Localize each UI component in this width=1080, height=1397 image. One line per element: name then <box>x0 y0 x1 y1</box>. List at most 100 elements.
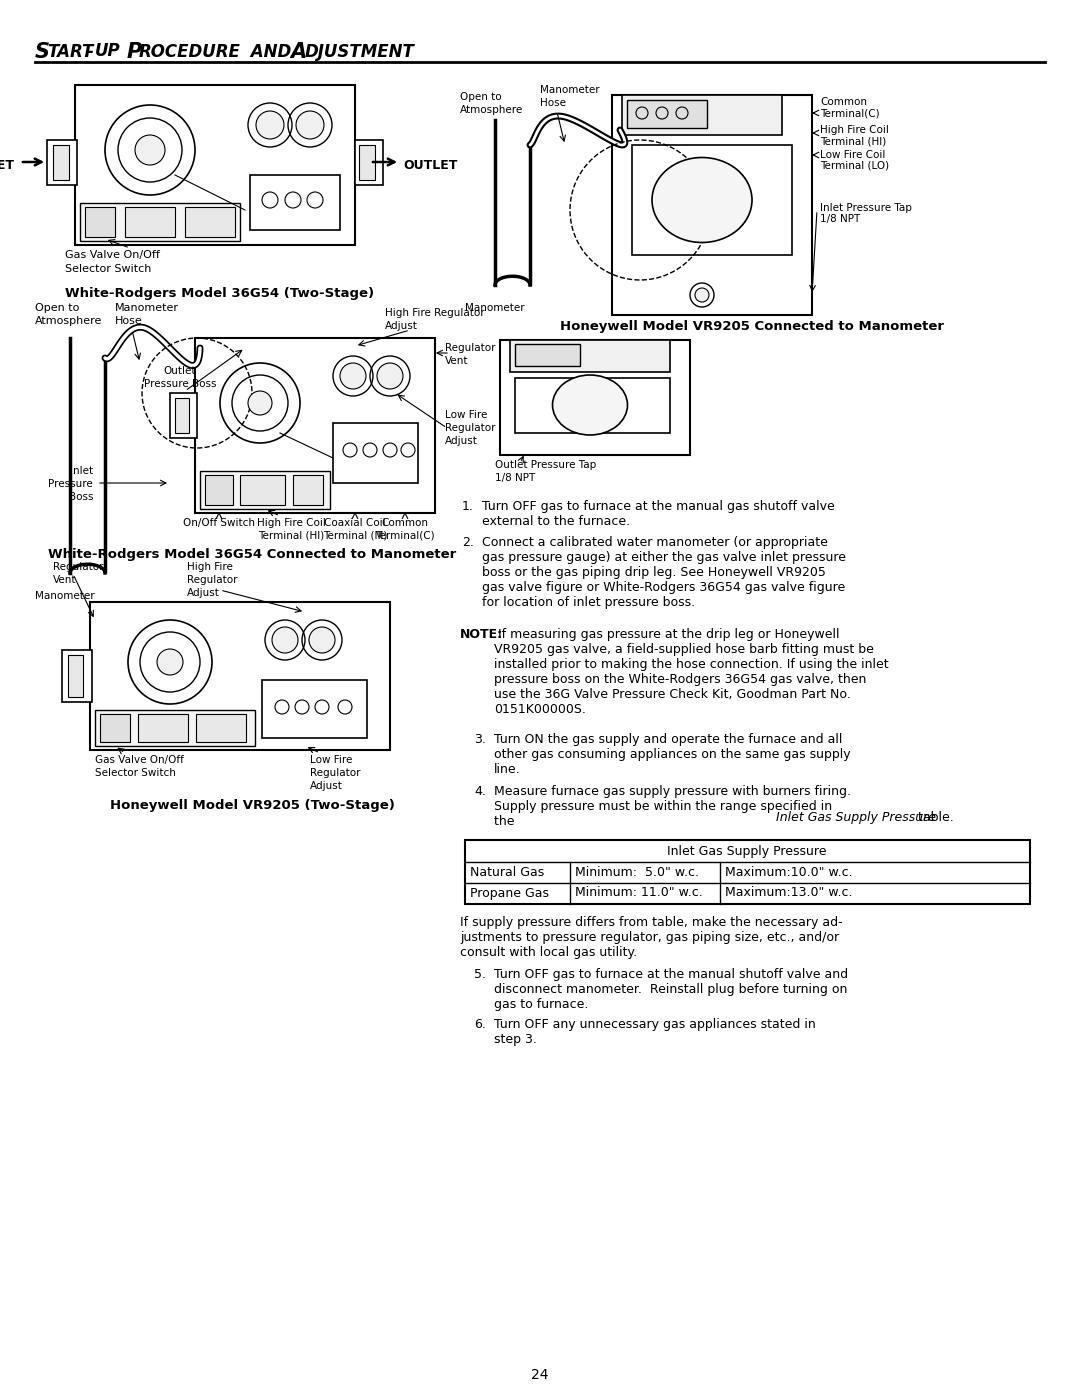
Text: Minimum:  5.0" w.c.: Minimum: 5.0" w.c. <box>575 866 699 879</box>
Text: Regulator: Regulator <box>445 423 496 433</box>
Bar <box>170 393 197 439</box>
Text: INLET: INLET <box>0 159 15 172</box>
Text: TART: TART <box>48 43 93 61</box>
Text: 3.: 3. <box>474 733 486 746</box>
Text: AND: AND <box>245 43 297 61</box>
Text: Adjust: Adjust <box>310 781 342 791</box>
Bar <box>205 475 233 504</box>
Text: Turn OFF gas to furnace at the manual shutoff valve and
disconnect manometer.  R: Turn OFF gas to furnace at the manual sh… <box>494 968 848 1011</box>
Text: Hose: Hose <box>540 98 566 108</box>
Bar <box>622 95 782 136</box>
Text: Maximum:10.0" w.c.: Maximum:10.0" w.c. <box>725 866 852 879</box>
Text: 6.: 6. <box>474 1018 486 1031</box>
Text: Gas Valve On/Off: Gas Valve On/Off <box>95 754 184 766</box>
Text: 24: 24 <box>531 1368 549 1382</box>
Bar <box>262 680 367 738</box>
Bar <box>359 145 375 180</box>
Bar <box>185 207 235 237</box>
Text: Low Fire: Low Fire <box>310 754 352 766</box>
Text: A: A <box>291 42 306 61</box>
Bar <box>53 145 69 180</box>
Text: Adjust: Adjust <box>445 436 477 446</box>
Text: UP: UP <box>95 42 121 60</box>
Text: Regulator: Regulator <box>187 576 238 585</box>
Text: 1.: 1. <box>462 500 474 513</box>
Circle shape <box>696 288 708 302</box>
Bar <box>240 475 285 504</box>
Text: Manometer: Manometer <box>114 303 179 313</box>
Text: Vent: Vent <box>445 356 469 366</box>
Bar <box>500 339 690 455</box>
Text: OUTLET: OUTLET <box>403 159 457 172</box>
Bar <box>355 140 383 184</box>
Text: Inlet Pressure Tap: Inlet Pressure Tap <box>820 203 912 212</box>
Text: Connect a calibrated water manometer (or appropriate
gas pressure gauge) at eith: Connect a calibrated water manometer (or… <box>482 536 846 609</box>
Bar <box>195 714 246 742</box>
Text: 5.: 5. <box>474 968 486 981</box>
Text: DJUSTMENT: DJUSTMENT <box>305 43 415 61</box>
Text: Outlet Pressure Tap: Outlet Pressure Tap <box>495 460 596 469</box>
Text: Natural Gas: Natural Gas <box>470 866 544 879</box>
Text: P: P <box>127 42 143 61</box>
Bar <box>515 379 670 433</box>
Text: S: S <box>35 42 50 61</box>
Text: Selector Switch: Selector Switch <box>65 264 151 274</box>
Text: Terminal (HI): Terminal (HI) <box>258 531 324 541</box>
Text: Honeywell Model VR9205 (Two-Stage): Honeywell Model VR9205 (Two-Stage) <box>109 799 394 812</box>
Text: Adjust: Adjust <box>187 588 220 598</box>
Text: Atmosphere: Atmosphere <box>35 316 103 326</box>
Text: Pressure: Pressure <box>49 479 93 489</box>
Text: 2.: 2. <box>462 536 474 549</box>
Text: Boss: Boss <box>68 492 93 502</box>
Bar <box>138 714 188 742</box>
Bar <box>632 145 792 256</box>
Text: Gas Valve On/Off: Gas Valve On/Off <box>65 250 160 260</box>
Bar <box>90 602 390 750</box>
Bar <box>62 650 92 703</box>
Text: Hose: Hose <box>114 316 143 326</box>
Text: Vent: Vent <box>53 576 77 585</box>
Text: Open to: Open to <box>35 303 79 313</box>
Text: Atmosphere: Atmosphere <box>460 105 523 115</box>
Text: Inlet: Inlet <box>70 467 93 476</box>
Circle shape <box>296 110 324 138</box>
Bar <box>125 207 175 237</box>
Bar <box>75 85 355 244</box>
Bar <box>333 423 418 483</box>
Bar <box>200 471 330 509</box>
Text: Turn ON the gas supply and operate the furnace and all
other gas consuming appli: Turn ON the gas supply and operate the f… <box>494 733 851 775</box>
Circle shape <box>340 363 366 388</box>
Bar <box>195 338 435 513</box>
Text: table.: table. <box>914 812 954 824</box>
Text: High Fire Regulator: High Fire Regulator <box>384 307 485 319</box>
Text: Regulator: Regulator <box>445 344 496 353</box>
Bar <box>95 710 255 746</box>
Bar <box>612 95 812 314</box>
Text: Common: Common <box>820 96 867 108</box>
Bar <box>48 140 77 184</box>
Circle shape <box>256 110 284 138</box>
Text: Low Fire: Low Fire <box>445 409 487 420</box>
Text: Regulator: Regulator <box>53 562 104 571</box>
Text: Low Fire Coil: Low Fire Coil <box>820 149 886 161</box>
Text: Selector Switch: Selector Switch <box>95 768 176 778</box>
Text: Propane Gas: Propane Gas <box>470 887 549 900</box>
Text: On/Off Switch: On/Off Switch <box>183 518 255 528</box>
Bar <box>515 344 580 366</box>
Text: Common: Common <box>381 518 429 528</box>
Text: Terminal(C): Terminal(C) <box>820 108 879 117</box>
Circle shape <box>272 627 298 652</box>
Text: Terminal(C): Terminal(C) <box>375 531 435 541</box>
Text: Turn OFF gas to furnace at the manual gas shutoff valve
external to the furnace.: Turn OFF gas to furnace at the manual ga… <box>482 500 835 528</box>
Text: 1/8 NPT: 1/8 NPT <box>820 214 861 224</box>
Text: High Fire Coil: High Fire Coil <box>820 124 889 136</box>
Text: Minimum: 11.0" w.c.: Minimum: 11.0" w.c. <box>575 887 703 900</box>
Text: Manometer: Manometer <box>35 591 95 601</box>
Bar <box>510 339 670 372</box>
Text: If measuring gas pressure at the drip leg or Honeywell
VR9205 gas valve, a field: If measuring gas pressure at the drip le… <box>494 629 889 717</box>
Text: Inlet Gas Supply Pressure: Inlet Gas Supply Pressure <box>777 812 936 824</box>
Text: Manometer: Manometer <box>465 303 525 313</box>
Bar <box>68 655 83 697</box>
Bar <box>627 101 707 129</box>
Text: 1/8 NPT: 1/8 NPT <box>495 474 536 483</box>
